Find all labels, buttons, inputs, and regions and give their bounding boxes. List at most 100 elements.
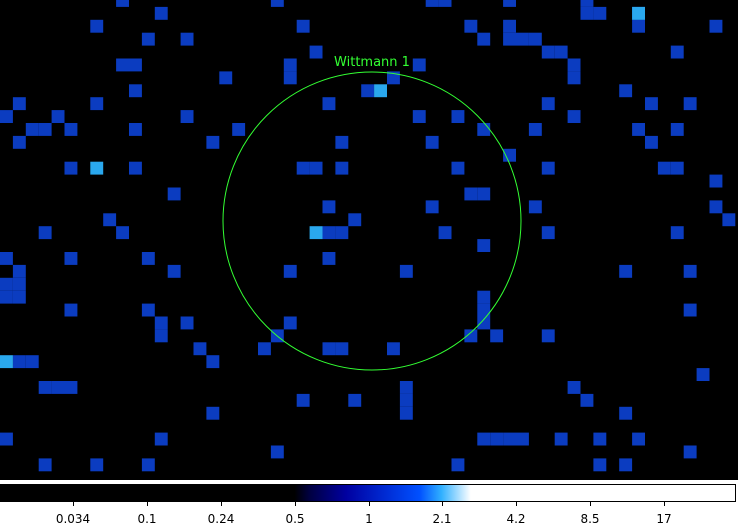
count-pixel [219, 71, 233, 85]
count-pixel [387, 342, 400, 356]
count-pixel [141, 458, 155, 472]
count-pixel [206, 135, 220, 149]
count-pixel [528, 32, 542, 46]
count-pixel [541, 161, 555, 175]
count-pixel [567, 110, 581, 123]
count-pixel [348, 393, 362, 407]
count-pixel [503, 148, 516, 162]
count-pixel [154, 6, 168, 20]
count-pixel [116, 58, 129, 72]
count-pixel [683, 445, 697, 459]
count-pixel [387, 71, 400, 85]
count-pixel [632, 6, 645, 20]
count-pixel [374, 84, 387, 98]
count-pixel [90, 19, 104, 33]
count-pixel [657, 161, 671, 175]
count-pixel [141, 252, 155, 265]
count-pixel [38, 458, 52, 472]
region-circle[interactable] [222, 71, 522, 371]
count-pixel [283, 58, 297, 72]
colorbar-tick-label: 17 [656, 512, 672, 526]
count-pixel [64, 381, 78, 394]
count-pixel [451, 110, 465, 123]
count-pixel [580, 0, 594, 7]
count-pixel [632, 432, 645, 446]
region-label: Wittmann 1 [334, 55, 410, 70]
colorbar[interactable] [0, 484, 736, 502]
count-pixel [580, 6, 594, 20]
count-pixel [683, 264, 697, 278]
count-pixel [12, 355, 26, 369]
count-pixel [296, 19, 310, 33]
count-pixel [477, 432, 491, 446]
count-pixel [141, 32, 155, 46]
count-pixel [167, 187, 181, 201]
count-pixel [619, 264, 633, 278]
count-pixel [709, 174, 723, 188]
count-pixel [632, 123, 645, 136]
count-pixel [270, 0, 284, 7]
count-pixel [90, 97, 104, 111]
colorbar-tick-mark [664, 502, 665, 506]
count-pixel [322, 342, 336, 356]
count-pixel [477, 303, 491, 317]
count-pixel [696, 368, 710, 381]
count-pixel [322, 97, 336, 111]
count-pixel [438, 0, 452, 7]
count-pixel [619, 84, 633, 98]
count-pixel [722, 213, 736, 227]
count-pixel [541, 226, 555, 240]
colorbar-tick-mark [73, 502, 74, 506]
count-pixel [645, 97, 658, 111]
count-pixel [12, 135, 26, 149]
count-pixel [167, 264, 181, 278]
count-pixel [322, 252, 336, 265]
count-pixel [670, 226, 684, 240]
count-pixel [541, 45, 555, 59]
count-pixel [348, 213, 362, 227]
count-pixel [12, 97, 26, 111]
colorbar-tick-label: 0.034 [55, 512, 91, 526]
count-pixel [335, 135, 349, 149]
count-pixel [425, 0, 439, 7]
count-pixel [51, 110, 65, 123]
count-pixel [25, 123, 39, 136]
sky-image-viewport[interactable]: Wittmann 1 [0, 0, 738, 480]
count-pixel [399, 381, 413, 394]
count-pixel [670, 45, 684, 59]
count-pixel [0, 432, 13, 446]
colorbar-tick-label: 8.5 [580, 512, 600, 526]
count-pixel [103, 213, 117, 227]
count-pixel [490, 432, 504, 446]
count-pixel [322, 226, 336, 240]
count-pixel [129, 58, 142, 72]
count-pixel [516, 432, 529, 446]
count-pixel [451, 161, 465, 175]
colorbar-tick-mark [221, 502, 222, 506]
count-pixel [503, 432, 516, 446]
count-pixel [645, 135, 658, 149]
counts-image: Wittmann 1 [0, 0, 736, 472]
colorbar-tick-mark [147, 502, 148, 506]
count-pixel [451, 458, 465, 472]
count-pixel [477, 290, 491, 304]
count-pixel [232, 123, 246, 136]
colorbar-tick-mark [516, 502, 517, 506]
count-pixel [593, 432, 607, 446]
colorbar-tick-label: 0.1 [137, 512, 157, 526]
count-pixel [0, 252, 13, 265]
count-pixel [206, 406, 220, 420]
count-pixel [709, 200, 723, 214]
count-pixel [309, 226, 323, 240]
count-pixel [309, 45, 323, 59]
count-pixel [528, 200, 542, 214]
count-pixel [541, 329, 555, 343]
count-pixel [51, 381, 65, 394]
count-pixel [412, 110, 426, 123]
count-pixel [116, 0, 129, 7]
count-pixel [283, 71, 297, 85]
count-pixel [335, 161, 349, 175]
count-pixel [464, 187, 478, 201]
separator [0, 480, 738, 482]
count-pixel [580, 393, 594, 407]
